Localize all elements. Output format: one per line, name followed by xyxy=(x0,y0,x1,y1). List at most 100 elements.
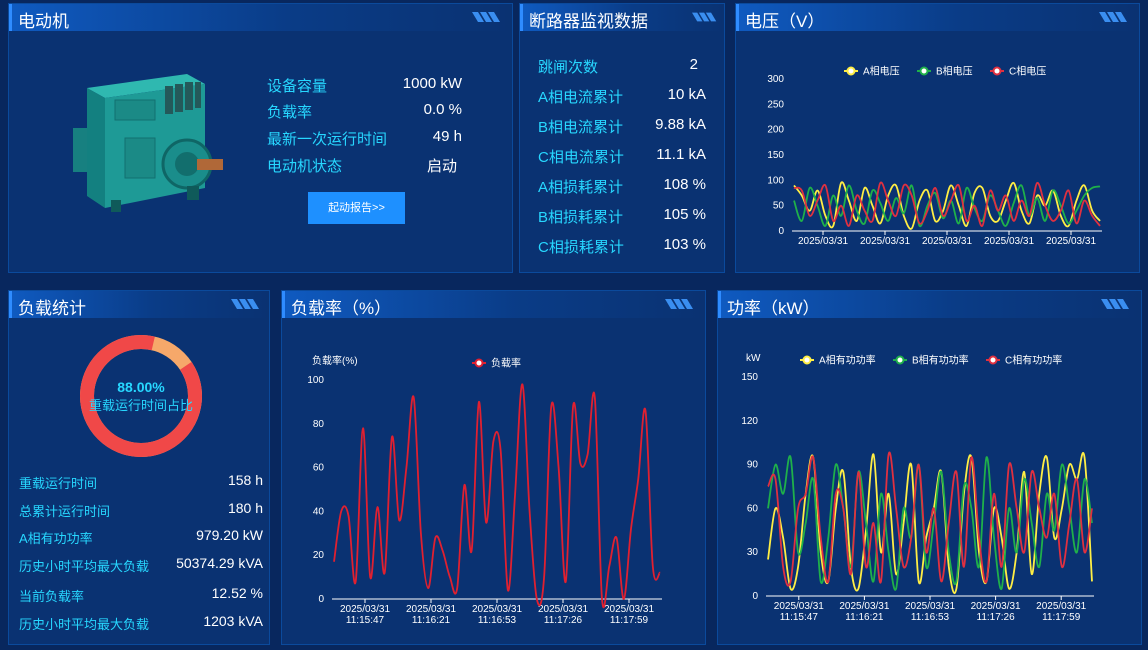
breaker-b-current-label: B相电流累计 xyxy=(538,119,624,136)
y-axis-label: kW xyxy=(746,353,761,364)
x-tick-label: 2025/03/31 xyxy=(922,236,972,247)
x-tick-label: 2025/03/31 11:17:59 xyxy=(1036,601,1086,623)
load-rate-panel-header: 负载率（%） xyxy=(282,291,705,318)
breaker-a-loss-value: 108 % xyxy=(663,176,706,193)
voltage-panel-title: 电压（V） xyxy=(745,12,825,31)
y-tick-label: 60 xyxy=(313,463,325,474)
series-line-2 xyxy=(767,455,1093,591)
total-run-time-label: 总累计运行时间 xyxy=(19,504,111,519)
a-active-power-label: A相有功功率 xyxy=(19,531,93,546)
legend-label: C相有功功率 xyxy=(1005,354,1062,367)
motor-capacity-label: 设备容量 xyxy=(267,78,328,95)
power-panel-header: 功率（kW） xyxy=(718,291,1141,318)
header-chevrons-icon xyxy=(231,299,259,309)
legend-marker xyxy=(992,66,1002,76)
series-line-3 xyxy=(793,181,1101,227)
breaker-panel-title: 断路器监视数据 xyxy=(529,12,648,31)
motor-load-rate-value: 0.0 % xyxy=(423,101,462,118)
y-axis-label: 负载率(%) xyxy=(312,354,358,367)
y-tick-label: 100 xyxy=(307,375,324,386)
y-tick-label: 300 xyxy=(767,74,784,85)
legend-marker xyxy=(919,66,929,76)
load-stats-panel-header: 负载统计 xyxy=(9,291,269,318)
y-tick-label: 0 xyxy=(318,594,324,605)
donut-caption: 重载运行时间占比 xyxy=(88,398,193,413)
x-tick-label: 2025/03/31 11:16:53 xyxy=(905,601,955,623)
power-panel: 功率（kW） 0 30 60 90 120 150 kW 2025/03/31 11:15:47… xyxy=(717,290,1142,645)
voltage-panel: 电压（V） 0 50 100 150 200 250 300 2025/03/31 2025/0… xyxy=(735,3,1140,273)
x-tick-label: 2025/03/31 xyxy=(984,236,1034,247)
breaker-trip-count-label: 跳闸次数 xyxy=(538,59,599,76)
heavy-run-time-label: 重载运行时间 xyxy=(19,476,98,491)
header-chevrons-icon xyxy=(1101,299,1129,309)
x-tick-label: 2025/03/31 xyxy=(1046,236,1096,247)
breaker-a-current-label: A相电流累计 xyxy=(538,89,624,106)
breaker-b-loss-label: B相损耗累计 xyxy=(538,209,624,226)
load-stats-panel-title: 负载统计 xyxy=(18,299,86,318)
legend-marker xyxy=(846,66,856,76)
y-tick-label: 100 xyxy=(767,175,784,186)
motor-load-rate-label: 负载率 xyxy=(267,104,313,121)
heavy-load-donut-chart xyxy=(80,335,202,457)
legend-marker xyxy=(988,355,998,365)
x-tick-label: 2025/03/31 11:16:53 xyxy=(472,604,522,626)
donut-heavy-arc xyxy=(80,335,202,457)
hist-max-load-2-label: 历史小时平均最大负载 xyxy=(19,617,150,632)
heavy-run-time-value: 158 h xyxy=(227,472,263,488)
x-tick-label: 2025/03/31 11:17:26 xyxy=(538,604,588,626)
motor-capacity-value: 1000 kW xyxy=(402,75,462,92)
breaker-a-current-value: 10 kA xyxy=(667,86,706,103)
legend-label: A相电压 xyxy=(863,65,900,78)
y-tick-label: 0 xyxy=(778,226,784,237)
x-tick-label: 2025/03/31 xyxy=(798,236,848,247)
motor-status-value: 启动 xyxy=(426,158,457,175)
y-tick-label: 90 xyxy=(747,460,759,471)
legend-label: 负载率 xyxy=(491,357,521,370)
x-tick-label: 2025/03/31 11:16:21 xyxy=(406,604,456,626)
breaker-c-loss-label: C相损耗累计 xyxy=(538,239,624,256)
voltage-panel-header: 电压（V） xyxy=(736,4,1139,31)
x-tick-label: 2025/03/31 11:15:47 xyxy=(774,601,824,623)
legend-label: B相电压 xyxy=(936,65,973,78)
motor-panel: 电动机 设备容量 1000 kW 负载率 0.0 % 最新一次运行时间 49 h… xyxy=(8,3,513,273)
breaker-a-loss-label: A相损耗累计 xyxy=(538,179,624,196)
y-tick-label: 150 xyxy=(767,150,784,161)
breaker-b-current-value: 9.88 kA xyxy=(655,116,706,133)
breaker-panel-header: 断路器监视数据 xyxy=(520,4,724,31)
header-chevrons-icon xyxy=(692,12,717,22)
motor-last-run-value: 49 h xyxy=(432,128,462,145)
y-tick-label: 250 xyxy=(767,99,784,110)
y-tick-label: 200 xyxy=(767,125,784,136)
voltage-chart: 0 50 100 150 200 250 300 2025/03/31 2025/03/31 20… xyxy=(767,65,1102,247)
power-chart: 0 30 60 90 120 150 kW 2025/03/31 11:15:47 2025/03… xyxy=(741,353,1094,623)
legend-label: C相电压 xyxy=(1009,65,1046,78)
header-chevrons-icon xyxy=(1099,12,1127,22)
y-tick-label: 30 xyxy=(747,547,759,558)
breaker-c-current-value: 11.1 kA xyxy=(656,146,706,163)
breaker-trip-count-value: 2 xyxy=(689,56,698,73)
y-tick-label: 20 xyxy=(313,550,325,561)
start-report-button[interactable]: 起动报告>> xyxy=(308,192,405,224)
x-tick-label: 2025/03/31 11:17:26 xyxy=(971,601,1021,623)
y-tick-label: 40 xyxy=(313,506,325,517)
header-chevrons-icon xyxy=(665,299,693,309)
current-load-rate-label: 当前负载率 xyxy=(19,589,85,604)
load-rate-panel-title: 负载率（%） xyxy=(291,299,392,318)
breaker-c-current-label: C相电流累计 xyxy=(538,149,624,166)
series-line-1 xyxy=(793,181,1101,230)
series-line-1 xyxy=(333,383,661,609)
y-tick-label: 120 xyxy=(741,416,758,427)
a-active-power-value: 979.20 kW xyxy=(196,527,263,543)
motor-image xyxy=(73,74,223,212)
donut-percent-text: 88.00% xyxy=(117,379,165,395)
current-load-rate-value: 12.52 % xyxy=(211,585,263,601)
total-run-time-value: 180 h xyxy=(227,500,263,516)
hist-max-load-label: 历史小时平均最大负载 xyxy=(19,559,150,574)
legend-marker xyxy=(474,358,484,368)
y-tick-label: 0 xyxy=(752,591,758,602)
x-tick-label: 2025/03/31 11:15:47 xyxy=(340,604,390,626)
legend-marker xyxy=(895,355,905,365)
load-rate-panel: 负载率（%） 0 20 40 60 80 100 负载率(%) 2025/03/31 11:15… xyxy=(281,290,706,645)
y-tick-label: 150 xyxy=(741,372,758,383)
load-rate-chart: 0 20 40 60 80 100 负载率(%) 2025/03/31 11:15:47 2025… xyxy=(307,354,662,626)
